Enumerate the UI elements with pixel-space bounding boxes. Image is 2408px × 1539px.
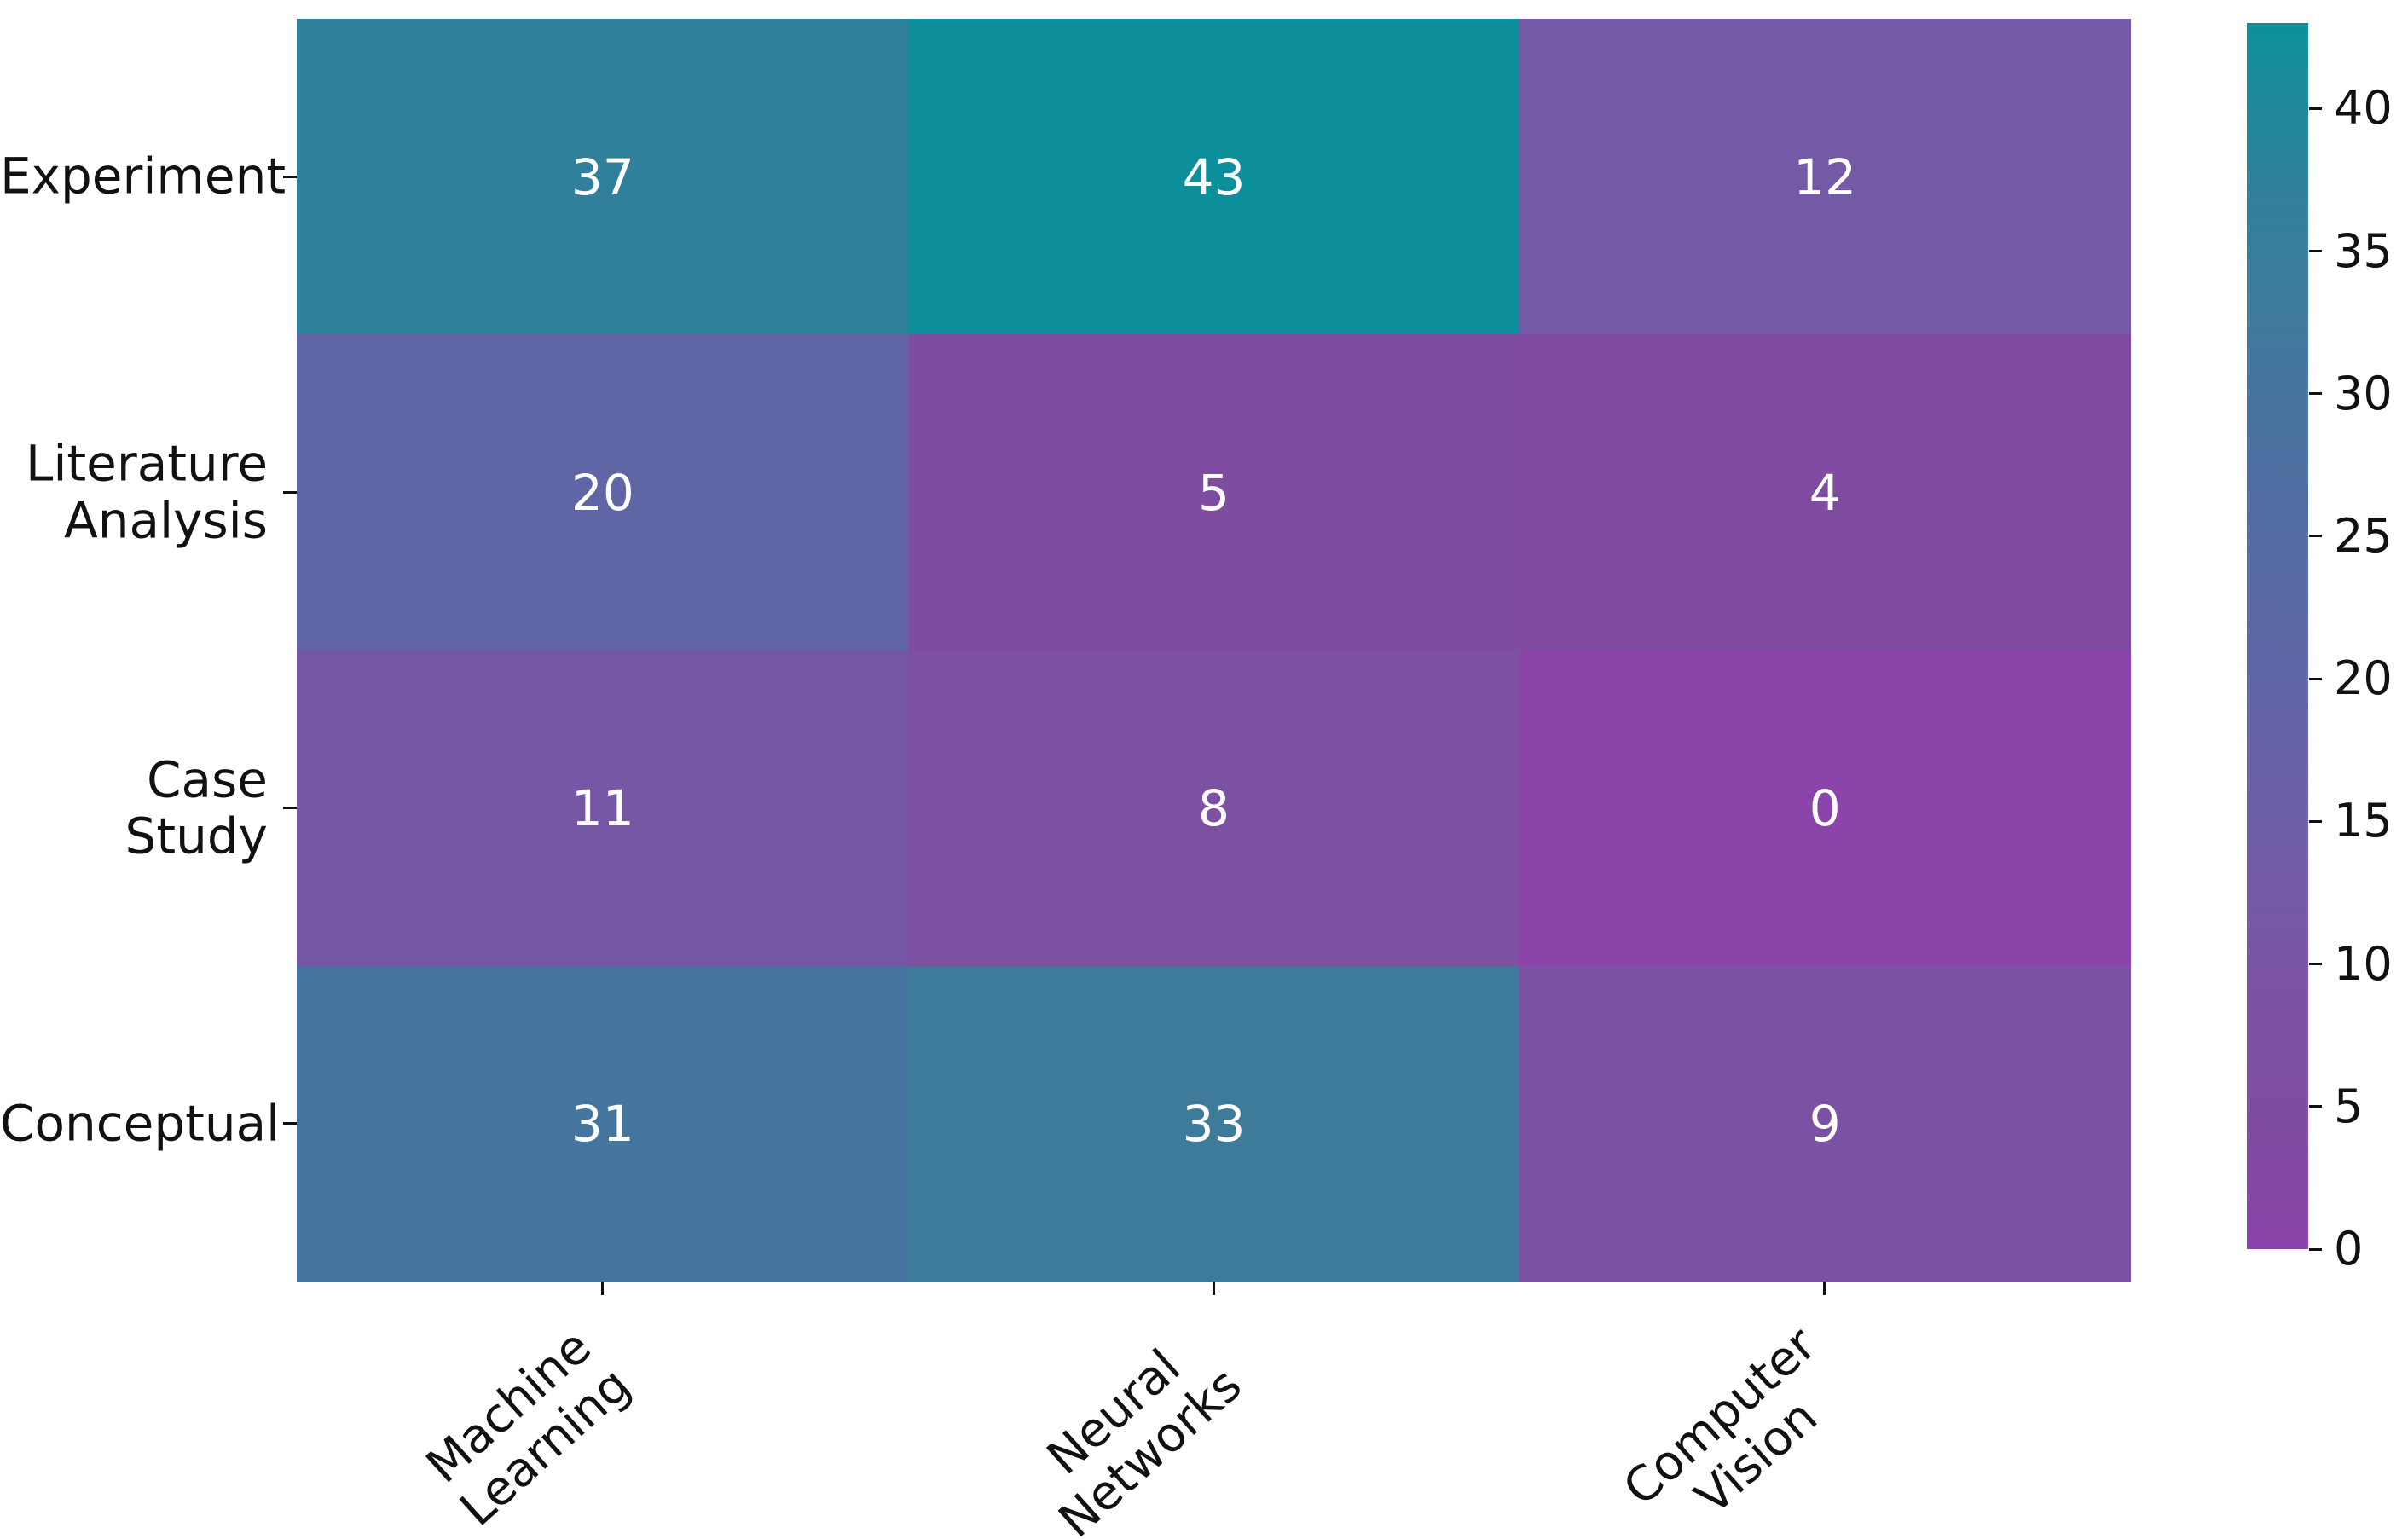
colorbar-tick-label: 40 (2334, 81, 2393, 136)
y-tick-mark (283, 175, 297, 178)
y-tick-label: Experiment (0, 147, 287, 205)
heatmap-cell: 33 (907, 965, 1520, 1282)
y-tick-mark (283, 490, 297, 494)
cell-value: 4 (1809, 463, 1841, 522)
x-tick-label: Computer Vision (1613, 1316, 1829, 1526)
colorbar (2247, 23, 2308, 1249)
colorbar-tick-label: 25 (2334, 508, 2393, 563)
cell-value: 5 (1198, 463, 1230, 522)
x-tick-label: Machine Learning (416, 1319, 642, 1538)
heatmap-cell: 20 (297, 334, 909, 651)
heatmap-cell: 9 (1519, 965, 2131, 1282)
y-tick-mark (283, 807, 297, 810)
colorbar-tick-label: 10 (2334, 936, 2393, 991)
cell-value: 31 (570, 1095, 634, 1154)
colorbar-tick-label: 20 (2334, 651, 2393, 706)
cell-value: 20 (570, 463, 634, 522)
heatmap-cell: 0 (1519, 650, 2131, 967)
x-tick-mark (1823, 1282, 1826, 1295)
cell-value: 11 (570, 779, 634, 838)
heatmap-cell: 37 (297, 19, 909, 336)
colorbar-tick-label: 30 (2334, 366, 2393, 420)
colorbar-tick-mark (2309, 250, 2322, 253)
colorbar-tick-mark (2309, 819, 2322, 823)
heatmap-cell: 31 (297, 965, 909, 1282)
colorbar-tick-label: 5 (2334, 1079, 2364, 1133)
heatmap-cell: 11 (297, 650, 909, 967)
cell-value: 8 (1198, 779, 1230, 838)
y-tick-mark (283, 1122, 297, 1125)
colorbar-tick-mark (2309, 1105, 2322, 1108)
colorbar-tick-label: 15 (2334, 794, 2393, 848)
heatmap-cell: 8 (907, 650, 1520, 967)
colorbar-tick-label: 35 (2334, 223, 2393, 278)
cell-value: 0 (1809, 779, 1841, 838)
x-tick-mark (600, 1282, 604, 1295)
heatmap-cell: 12 (1519, 19, 2131, 336)
y-tick-label: Conceptual (0, 1094, 281, 1153)
x-tick-label: Neural Networks (1036, 1339, 1253, 1539)
heatmap-cell: 5 (907, 334, 1520, 651)
heatmap-cell: 4 (1519, 334, 2131, 651)
x-tick-mark (1212, 1282, 1215, 1295)
colorbar-tick-mark (2309, 392, 2322, 396)
y-tick-label: Literature Analysis (26, 434, 268, 550)
colorbar-tick-mark (2309, 107, 2322, 110)
heatmap-cell: 43 (907, 19, 1520, 336)
colorbar-tick-mark (2309, 677, 2322, 680)
colorbar-tick-label: 0 (2334, 1222, 2364, 1276)
cell-value: 37 (570, 148, 634, 206)
colorbar-tick-mark (2309, 1247, 2322, 1251)
cell-value: 33 (1182, 1095, 1246, 1154)
y-tick-label: Case Study (124, 749, 268, 865)
cell-value: 12 (1793, 148, 1857, 206)
colorbar-tick-mark (2309, 535, 2322, 538)
colorbar-tick-mark (2309, 963, 2322, 966)
cell-value: 43 (1182, 148, 1246, 206)
cell-value: 9 (1809, 1095, 1841, 1154)
